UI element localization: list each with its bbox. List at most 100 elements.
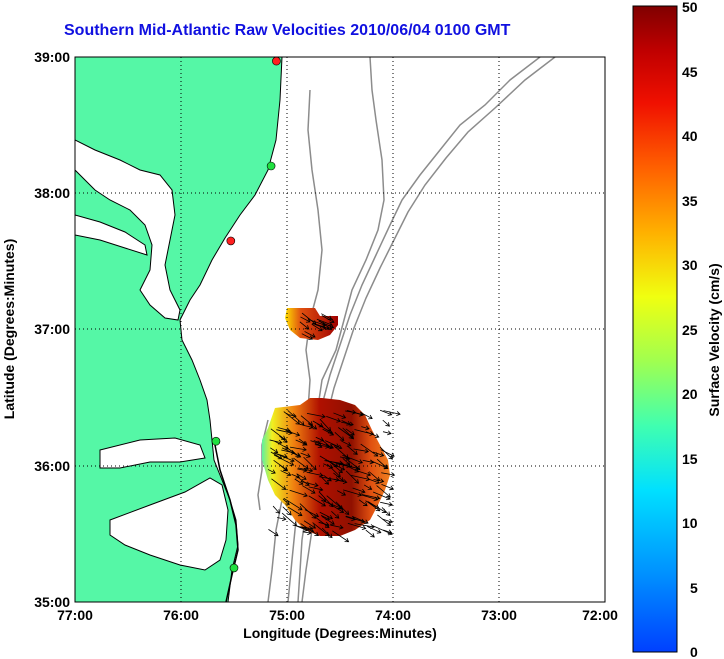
velocity-arrow — [376, 458, 389, 469]
velocity-arrow — [308, 486, 324, 492]
velocity-arrow — [319, 511, 334, 520]
velocity-arrow — [361, 412, 373, 420]
velocity-arrow — [296, 473, 307, 480]
velocity-arrow — [303, 456, 317, 471]
albemarle-sound — [99, 437, 206, 469]
velocity-arrow — [272, 505, 280, 514]
velocity-arrow — [316, 318, 333, 327]
velocity-arrow — [300, 523, 319, 537]
velocity-arrow — [380, 501, 394, 507]
velocity-arrow — [318, 320, 333, 330]
velocity-arrow — [271, 478, 287, 490]
velocity-arrow — [383, 410, 401, 417]
velocity-arrow — [347, 445, 358, 455]
colorbar-tick-label: 40 — [682, 128, 698, 144]
velocity-arrow — [366, 500, 381, 512]
colorbar-tick-label: 30 — [682, 257, 698, 273]
velocity-arrow — [372, 451, 385, 458]
velocity-arrow — [295, 439, 307, 446]
velocity-patch-south — [262, 398, 390, 536]
velocity-arrow — [354, 429, 375, 436]
y-tick-label: 35:00 — [34, 594, 70, 610]
axes-box — [74, 56, 606, 603]
velocity-arrow — [368, 471, 381, 482]
velocity-arrow — [327, 502, 345, 513]
velocity-arrow — [273, 452, 295, 463]
velocity-arrow — [280, 470, 292, 477]
y-axis-ticks: 39:00 38:00 37:00 36:00 35:00 — [34, 49, 70, 610]
radar-station-marker — [266, 161, 276, 171]
velocity-arrow — [354, 523, 375, 529]
velocity-arrow — [332, 530, 350, 543]
velocity-arrow — [342, 458, 351, 466]
velocity-arrow — [337, 490, 347, 496]
velocity-vectors — [267, 312, 401, 543]
velocity-arrow — [287, 413, 297, 419]
velocity-arrow — [322, 428, 335, 436]
x-tick-label: 76:00 — [163, 607, 199, 623]
radar-stations — [211, 57, 281, 573]
y-tick-label: 38:00 — [34, 185, 70, 201]
radar-station-marker — [226, 236, 236, 246]
velocity-arrow — [341, 440, 352, 447]
velocity-arrow — [382, 430, 392, 436]
velocity-arrow — [334, 432, 345, 441]
x-axis-ticks: 77:00 76:00 75:00 74:00 73:00 72:00 — [57, 607, 618, 623]
velocity-arrow — [300, 316, 311, 323]
velocity-arrow — [279, 465, 288, 472]
velocity-arrow — [307, 422, 318, 430]
velocity-arrow — [289, 489, 308, 498]
velocity-arrow — [314, 442, 323, 448]
velocity-arrow — [276, 429, 293, 435]
velocity-arrow — [361, 494, 381, 501]
y-tick-label: 37:00 — [34, 321, 70, 337]
velocity-arrow — [270, 451, 283, 460]
velocity-arrow — [382, 419, 390, 427]
velocity-arrow — [372, 491, 391, 501]
velocity-arrow — [333, 412, 347, 419]
velocity-arrow — [282, 506, 292, 516]
velocity-arrow — [304, 509, 320, 518]
velocity-arrow — [270, 447, 279, 454]
velocity-arrow — [345, 515, 366, 524]
velocity-arrow — [340, 462, 360, 473]
velocity-arrow — [283, 411, 301, 425]
velocity-arrow — [363, 484, 373, 490]
velocity-arrow — [382, 518, 393, 524]
velocity-arrow — [297, 467, 308, 473]
velocity-arrow — [345, 516, 356, 522]
velocity-arrow — [369, 479, 381, 485]
velocity-arrow — [343, 489, 363, 497]
velocity-arrow — [325, 459, 346, 471]
colorbar — [632, 5, 678, 653]
colorbar-tick-label: 0 — [690, 644, 698, 659]
velocity-arrow — [300, 481, 319, 488]
velocity-arrow — [381, 507, 391, 517]
velocity-arrow — [284, 445, 300, 457]
velocity-arrow — [376, 485, 391, 498]
x-tick-label: 77:00 — [57, 607, 93, 623]
velocity-arrow — [306, 412, 326, 419]
chesapeake-bay — [75, 139, 181, 321]
colorbar-tick-label: 10 — [682, 515, 698, 531]
velocity-arrow — [277, 516, 287, 522]
y-tick-label: 39:00 — [34, 49, 70, 65]
radar-station-marker — [229, 563, 239, 573]
velocity-arrow — [318, 495, 327, 502]
x-tick-label: 72:00 — [582, 607, 618, 623]
velocity-arrow — [323, 463, 334, 469]
velocity-arrow — [294, 478, 304, 485]
velocity-arrow — [282, 498, 290, 506]
velocity-arrow — [283, 497, 303, 511]
velocity-arrow — [302, 424, 314, 430]
velocity-arrow — [313, 440, 335, 450]
y-axis-label: Latitude (Degrees:Minutes) — [1, 239, 17, 419]
velocity-arrow — [352, 487, 366, 494]
pamlico-sound — [109, 477, 229, 571]
velocity-arrow — [301, 485, 316, 494]
x-tick-label: 73:00 — [481, 607, 517, 623]
velocity-arrow — [335, 501, 350, 516]
velocity-arrow — [330, 524, 344, 530]
velocity-arrow — [381, 472, 396, 477]
